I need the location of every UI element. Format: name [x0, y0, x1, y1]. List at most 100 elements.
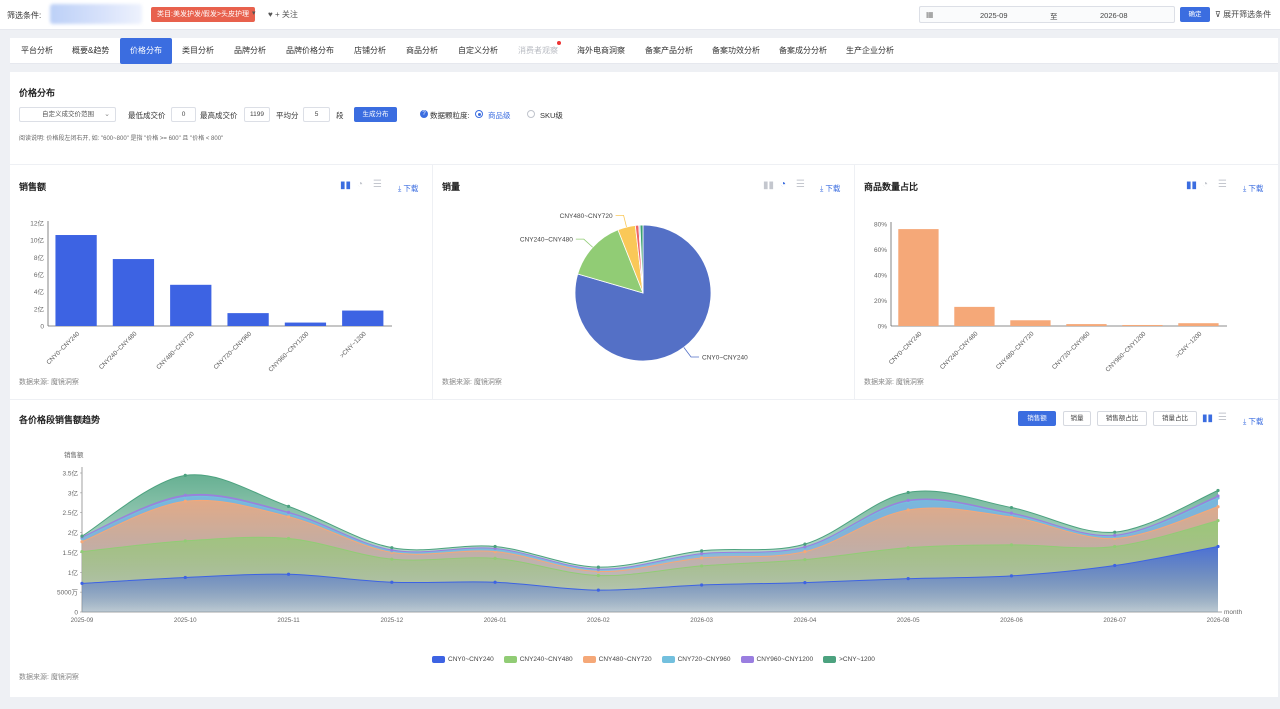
download-button[interactable]: ⤓ 下载: [820, 184, 841, 193]
tab-brand-price[interactable]: 品牌价格分布: [286, 46, 334, 55]
trend-point: [1009, 574, 1014, 578]
max-price-input[interactable]: 1199: [244, 107, 270, 122]
sku-level-radio[interactable]: [527, 110, 535, 118]
tab-product[interactable]: 商品分析: [406, 46, 438, 55]
bar-chart-icon[interactable]: ▮▮: [340, 180, 352, 191]
chevron-down-icon[interactable]: ▾: [252, 10, 256, 17]
bar-chart-icon[interactable]: ▮▮: [763, 180, 775, 191]
data-source: 数据来源: 魔镜洞察: [864, 379, 924, 386]
granularity-label: 数据颗粒度:: [430, 111, 470, 120]
table-icon[interactable]: ☰: [796, 179, 805, 190]
metric-sales-share-button[interactable]: 销售额占比: [1097, 411, 1147, 426]
trend-point: [286, 515, 291, 519]
expand-filter-label: 展开筛选条件: [1223, 10, 1272, 19]
category-filter-tag[interactable]: 类目:美发护发/假发>头皮护理: [151, 7, 255, 22]
sales-bar: [55, 235, 97, 326]
trend-x-tick: 2026-04: [794, 617, 817, 624]
min-price-input[interactable]: 0: [171, 107, 196, 122]
tab-price-distribution[interactable]: 价格分布: [120, 38, 172, 64]
trend-point: [286, 572, 291, 576]
price-range-select[interactable]: 自定义成交价范围 ⌄: [19, 107, 116, 122]
pie-chart-icon[interactable]: ◔: [1202, 179, 1209, 190]
tab-consumer[interactable]: 消费者观察: [518, 46, 558, 55]
table-icon[interactable]: ☰: [1218, 179, 1227, 190]
sku-level-label[interactable]: SKU级: [540, 111, 563, 120]
trend-point: [700, 549, 704, 553]
filter-label: 筛选条件:: [7, 11, 42, 20]
trend-y-tick: 5000万: [57, 589, 78, 597]
trend-y-tick: 2亿: [68, 528, 79, 537]
sales-y-tick: 6亿: [34, 270, 45, 279]
pie-label-line: [615, 214, 627, 228]
legend-item[interactable]: CNY960~CNY1200: [740, 653, 813, 665]
trend-point: [803, 550, 807, 554]
pie-chart-icon[interactable]: ◔: [357, 179, 364, 190]
expand-filter-button[interactable]: ⊽ 展开筛选条件: [1215, 9, 1271, 20]
download-button[interactable]: ⤓ 下载: [1243, 417, 1264, 426]
bar-chart-icon[interactable]: ▮▮: [1202, 413, 1214, 424]
trend-y-tick: 3亿: [68, 488, 79, 497]
trend-chart-title: 各价格段销售额趋势: [19, 415, 101, 425]
new-dot-icon: [557, 41, 561, 45]
count-chart-title: 商品数量占比: [864, 182, 919, 192]
date-end[interactable]: 2026-08: [1100, 11, 1128, 20]
legend-swatch: [582, 655, 596, 663]
calendar-icon: ▦: [926, 10, 934, 19]
trend-area-chart: 销售额 0 5000万 1亿 1.5亿 2亿 2.5亿 3亿 3.5亿 2025-09 2025-1…: [57, 450, 1242, 624]
trend-point: [286, 504, 291, 508]
filter-blurred-field[interactable]: [50, 4, 142, 24]
generate-button[interactable]: 生成分布: [354, 107, 397, 122]
tab-filing-efficacy[interactable]: 备案功效分析: [712, 46, 760, 55]
count-bar: [1122, 324, 1163, 326]
count-bar: [1066, 324, 1107, 326]
trend-x-tick: 2025-12: [380, 617, 403, 624]
price-settings-panel: [10, 72, 1278, 164]
tab-manufacturer[interactable]: 生产企业分析: [846, 46, 894, 55]
min-price-label: 最低成交价: [128, 111, 166, 120]
item-level-radio[interactable]: [475, 110, 483, 118]
tab-store[interactable]: 店铺分析: [354, 46, 386, 55]
legend-item[interactable]: CNY720~CNY960: [661, 653, 731, 665]
tab-category[interactable]: 类目分析: [182, 46, 214, 55]
tab-filing-product[interactable]: 备案产品分析: [645, 46, 693, 55]
tab-brand[interactable]: 品牌分析: [234, 46, 266, 55]
trend-point: [596, 565, 600, 569]
trend-point: [596, 573, 600, 578]
trend-point: [1216, 505, 1220, 509]
tab-custom[interactable]: 自定义分析: [458, 46, 498, 55]
legend-item[interactable]: CNY480~CNY720: [582, 653, 652, 665]
date-range-picker[interactable]: ▦ 2025-09 至 2026-08: [919, 6, 1175, 23]
follow-button[interactable]: ♥ + 关注: [268, 10, 298, 19]
count-y-tick: 40%: [874, 273, 887, 280]
metric-sales-button[interactable]: 销售额: [1018, 411, 1056, 426]
trend-point: [1009, 515, 1014, 519]
pie-chart-icon[interactable]: ◔: [780, 179, 787, 190]
price-section-title: 价格分布: [19, 88, 56, 98]
tab-filing-ingredient[interactable]: 备案成分分析: [779, 46, 827, 55]
tab-overseas[interactable]: 海外电商洞察: [577, 46, 625, 55]
tab-platform[interactable]: 平台分析: [21, 46, 53, 55]
table-icon[interactable]: ☰: [373, 179, 382, 190]
download-button[interactable]: ⤓ 下载: [398, 184, 419, 193]
legend-item[interactable]: >CNY~1200: [823, 653, 875, 665]
metric-volume-button[interactable]: 销量: [1063, 411, 1091, 426]
tab-overview[interactable]: 概要&趋势: [72, 46, 110, 55]
table-icon[interactable]: ☰: [1218, 412, 1227, 423]
download-button[interactable]: ⤓ 下载: [1243, 184, 1264, 193]
trend-point: [1216, 488, 1220, 493]
split-count-input[interactable]: 5: [303, 107, 330, 122]
bar-chart-icon[interactable]: ▮▮: [1186, 180, 1198, 191]
count-bar-chart: 0% 20% 40% 60% 80% CNY0~CNY240 CNY240~CNY480 CN…: [874, 222, 1227, 373]
help-icon[interactable]: ?: [420, 110, 428, 118]
legend-item[interactable]: CNY0~CNY240: [432, 653, 494, 665]
trend-point: [183, 575, 187, 580]
legend-swatch: [661, 655, 675, 663]
item-level-label[interactable]: 商品级: [488, 111, 511, 120]
date-start[interactable]: 2025-09: [980, 11, 1008, 20]
pie-slice: [577, 229, 644, 294]
legend-item[interactable]: CNY240~CNY480: [503, 653, 573, 665]
confirm-button[interactable]: 确定: [1180, 7, 1210, 22]
sales-bar: [112, 259, 155, 326]
metric-volume-share-button[interactable]: 销量占比: [1153, 411, 1197, 426]
pie-label: CNY480~CNY720: [560, 213, 613, 220]
